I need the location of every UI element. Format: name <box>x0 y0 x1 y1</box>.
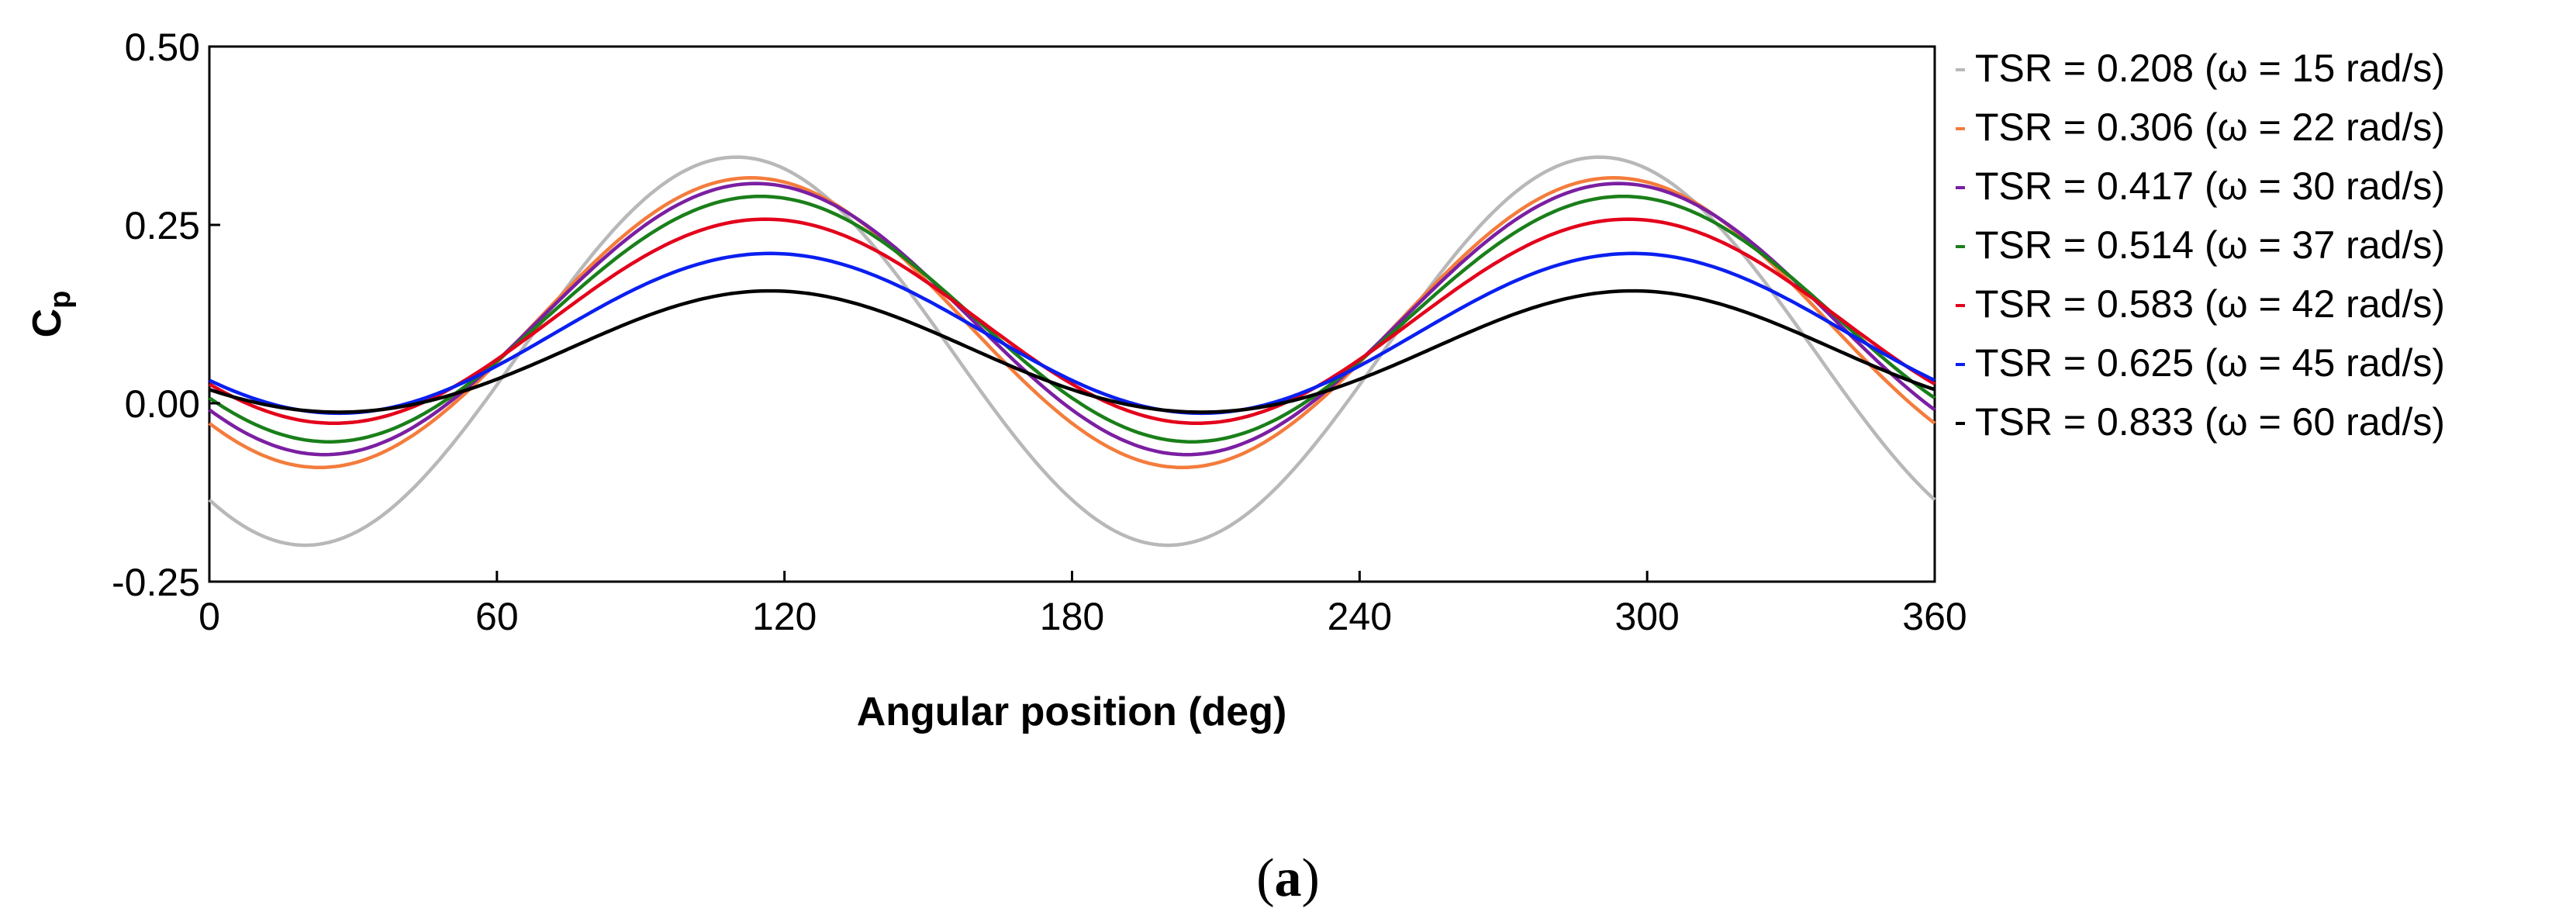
y-tick-label: 0.50 <box>125 26 200 69</box>
legend-label: TSR = 0.306 (ω = 22 rad/s) <box>1975 105 2445 149</box>
series-line-6 <box>209 288 1935 414</box>
x-tick-label: 0 <box>199 595 220 638</box>
series-line-0 <box>208 155 1936 548</box>
y-axis-title: Cp <box>25 291 77 338</box>
x-tick-label: 60 <box>475 595 519 638</box>
x-tick-label: 240 <box>1328 595 1392 638</box>
series-line-5 <box>209 251 1935 416</box>
tick-layer: 0 60 120 180 240 300 360 0.50 0.25 0.00 -0.25 <box>112 26 1967 638</box>
legend-label: TSR = 0.583 (ω = 42 rad/s) <box>1975 282 2445 326</box>
legend-label: TSR = 0.833 (ω = 60 rad/s) <box>1975 400 2445 444</box>
legend-label: TSR = 0.208 (ω = 15 rad/s) <box>1975 47 2445 90</box>
caption-close: ) <box>1302 848 1320 908</box>
plot-frame <box>208 45 1936 583</box>
x-axis-title: Angular position (deg) <box>857 689 1287 734</box>
y-tick-label: 0.25 <box>125 204 200 247</box>
caption-open: ( <box>1256 848 1274 908</box>
x-tick-label: 360 <box>1902 595 1967 638</box>
x-tick-label: 120 <box>752 595 817 638</box>
legend: TSR = 0.208 (ω = 15 rad/s) TSR = 0.306 (ω… <box>1956 47 2445 444</box>
legend-label: TSR = 0.514 (ω = 37 rad/s) <box>1975 223 2445 267</box>
y-axis-title-main: C <box>25 309 70 338</box>
caption-letter: a <box>1275 848 1302 908</box>
y-axis-title-sub: p <box>44 291 77 309</box>
y-tick-label: 0.00 <box>125 382 200 426</box>
series-line-4 <box>208 217 1936 426</box>
x-tick-label: 180 <box>1040 595 1104 638</box>
caption: (a) <box>1256 848 1320 908</box>
y-tick-label: -0.25 <box>112 561 200 604</box>
series-layer <box>208 155 1936 548</box>
legend-label: TSR = 0.417 (ω = 30 rad/s) <box>1975 164 2445 208</box>
legend-label: TSR = 0.625 (ω = 45 rad/s) <box>1975 341 2445 385</box>
x-tick-label: 300 <box>1614 595 1679 638</box>
